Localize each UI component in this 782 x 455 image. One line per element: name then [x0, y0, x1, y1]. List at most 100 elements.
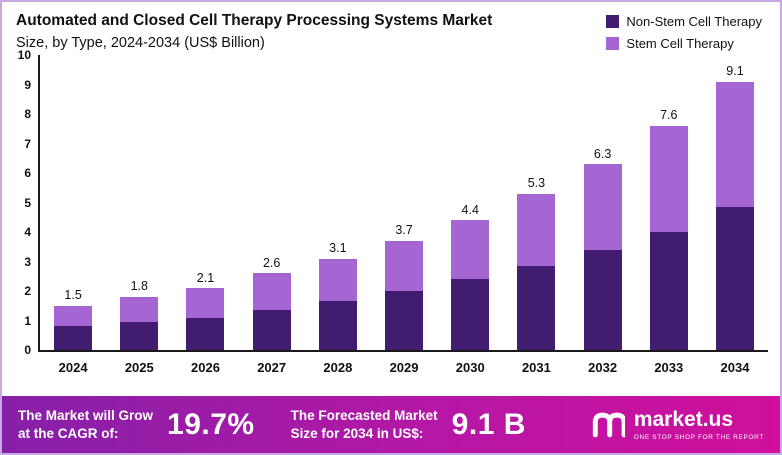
bar-group-2027: 2.6	[239, 257, 305, 350]
bar-total-label: 3.1	[329, 241, 347, 256]
segment-stem-cell	[385, 240, 424, 291]
stacked-bar	[120, 296, 159, 350]
y-tick-label: 4	[24, 225, 31, 239]
y-tick-label: 9	[24, 77, 31, 92]
x-tick-label: 2031	[521, 359, 551, 375]
bar-total-label: 5.3	[527, 176, 546, 191]
bar-group-2033: 7.6	[636, 109, 702, 350]
stacked-bar	[715, 81, 754, 350]
footer-banner: The Market will Grow at the CAGR of: 19.…	[2, 396, 780, 453]
segment-non-stem-cell	[120, 321, 159, 350]
x-tick-label: 2025	[124, 359, 154, 375]
bar-group-2029: 3.7	[371, 224, 437, 350]
bar-total-label: 2.1	[196, 270, 215, 285]
forecast-label: The Forecasted Market Size for 2034 in U…	[290, 407, 438, 441]
bar-group-2025: 1.8	[106, 280, 172, 350]
bar-total-label: 9.1	[726, 64, 744, 79]
segment-stem-cell	[451, 220, 490, 280]
bar-total-label: 4.4	[461, 202, 479, 217]
x-tick-label: 2026	[191, 359, 220, 375]
title-block: Automated and Closed Cell Therapy Proces…	[16, 12, 492, 51]
cagr-label: The Market will Grow at the CAGR of:	[18, 407, 154, 441]
segment-stem-cell	[54, 305, 93, 327]
bar-total-label: 1.5	[64, 288, 82, 303]
segment-stem-cell	[120, 296, 159, 322]
bar-group-2028: 3.1	[305, 242, 371, 350]
bar-group-2024: 1.5	[40, 289, 106, 350]
x-tick-label: 2032	[588, 359, 618, 375]
chart: 0 1 2 3 4 5 6 7 8 9 10 1.5 1.8 2.1 2.6 3.1 3.7 4.4 5.3 6.3…	[2, 49, 780, 382]
marketus-logo-icon	[592, 412, 625, 437]
x-tick-label: 2027	[257, 359, 287, 375]
brand-block: market.us ONE STOP SHOP FOR THE REPORT	[589, 407, 764, 443]
segment-stem-cell	[318, 258, 357, 302]
stacked-bar	[186, 288, 225, 350]
stacked-bar	[385, 240, 424, 350]
segment-non-stem-cell	[318, 301, 357, 350]
y-tick-label: 7	[24, 136, 31, 151]
stacked-bar	[517, 193, 556, 350]
chart-subtitle: Size, by Type, 2024-2034 (US$ Billion)	[16, 35, 265, 51]
stacked-bar	[318, 258, 357, 350]
y-tick-label: 5	[24, 195, 31, 210]
brand-tagline: ONE STOP SHOP FOR THE REPORT	[633, 433, 764, 441]
forecast-value: 9.1 B	[451, 407, 526, 441]
bar-group-2026: 2.1	[172, 272, 238, 350]
segment-non-stem-cell	[517, 265, 556, 350]
segment-non-stem-cell	[715, 206, 754, 350]
legend-swatch-stem-icon	[606, 37, 620, 50]
segment-non-stem-cell	[451, 279, 490, 350]
x-tick-label: 2029	[389, 359, 419, 375]
segment-non-stem-cell	[54, 326, 93, 350]
y-axis: 0 1 2 3 4 5 6 7 8 9 10	[10, 49, 38, 356]
bar-total-label: 7.6	[660, 108, 678, 123]
y-tick-label: 3	[24, 254, 31, 269]
legend: Non-Stem Cell Therapy Stem Cell Therapy	[606, 12, 768, 51]
legend-item-non-stem: Non-Stem Cell Therapy	[606, 14, 762, 29]
stacked-bar	[451, 220, 490, 350]
bar-total-label: 2.6	[262, 255, 281, 270]
segment-non-stem-cell	[649, 232, 688, 350]
bar-group-2030: 4.4	[437, 204, 503, 350]
chart-header: Automated and Closed Cell Therapy Proces…	[2, 2, 780, 51]
bar-group-2034: 9.1	[702, 65, 768, 350]
chart-title: Automated and Closed Cell Therapy Proces…	[16, 12, 493, 29]
brand-text: market.us ONE STOP SHOP FOR THE REPORT	[634, 408, 764, 440]
bar-total-label: 3.7	[395, 223, 413, 238]
segment-non-stem-cell	[583, 249, 622, 350]
legend-label-non-stem: Non-Stem Cell Therapy	[626, 14, 762, 29]
stacked-bar	[54, 305, 93, 350]
bar-group-2031: 5.3	[503, 177, 569, 350]
stacked-bar	[252, 273, 291, 350]
segment-stem-cell	[186, 288, 225, 318]
plot-area: 1.5 1.8 2.1 2.6 3.1 3.7 4.4 5.3 6.3 7.6 9.1	[38, 55, 768, 352]
bar-total-label: 1.8	[130, 279, 148, 294]
legend-item-stem: Stem Cell Therapy	[606, 36, 762, 51]
segment-stem-cell	[715, 81, 754, 207]
segment-stem-cell	[517, 193, 556, 266]
segment-stem-cell	[583, 164, 622, 250]
bar-group-2032: 6.3	[570, 148, 636, 350]
x-tick-label: 2028	[323, 359, 353, 375]
bar-total-label: 6.3	[593, 146, 612, 161]
segment-stem-cell	[649, 125, 688, 232]
y-tick-label: 0	[24, 343, 31, 357]
segment-non-stem-cell	[252, 310, 291, 350]
x-tick-label: 2033	[654, 359, 684, 375]
segment-non-stem-cell	[186, 317, 225, 350]
y-tick-label: 2	[24, 284, 31, 298]
y-tick-label: 10	[17, 48, 31, 62]
y-tick-label: 8	[24, 107, 31, 121]
cagr-value: 19.7%	[167, 407, 255, 441]
segment-stem-cell	[252, 273, 291, 311]
x-tick-label: 2030	[455, 359, 485, 375]
plot-wrap: 1.5 1.8 2.1 2.6 3.1 3.7 4.4 5.3 6.3 7.6 9.1 2024 20…	[38, 55, 768, 382]
stacked-bar	[649, 125, 688, 350]
y-tick-label: 6	[24, 166, 31, 180]
x-tick-label: 2024	[58, 359, 88, 375]
x-tick-label: 2034	[720, 359, 750, 375]
stacked-bar	[583, 164, 622, 350]
y-tick-label: 1	[24, 313, 31, 328]
legend-label-stem: Stem Cell Therapy	[626, 36, 734, 51]
